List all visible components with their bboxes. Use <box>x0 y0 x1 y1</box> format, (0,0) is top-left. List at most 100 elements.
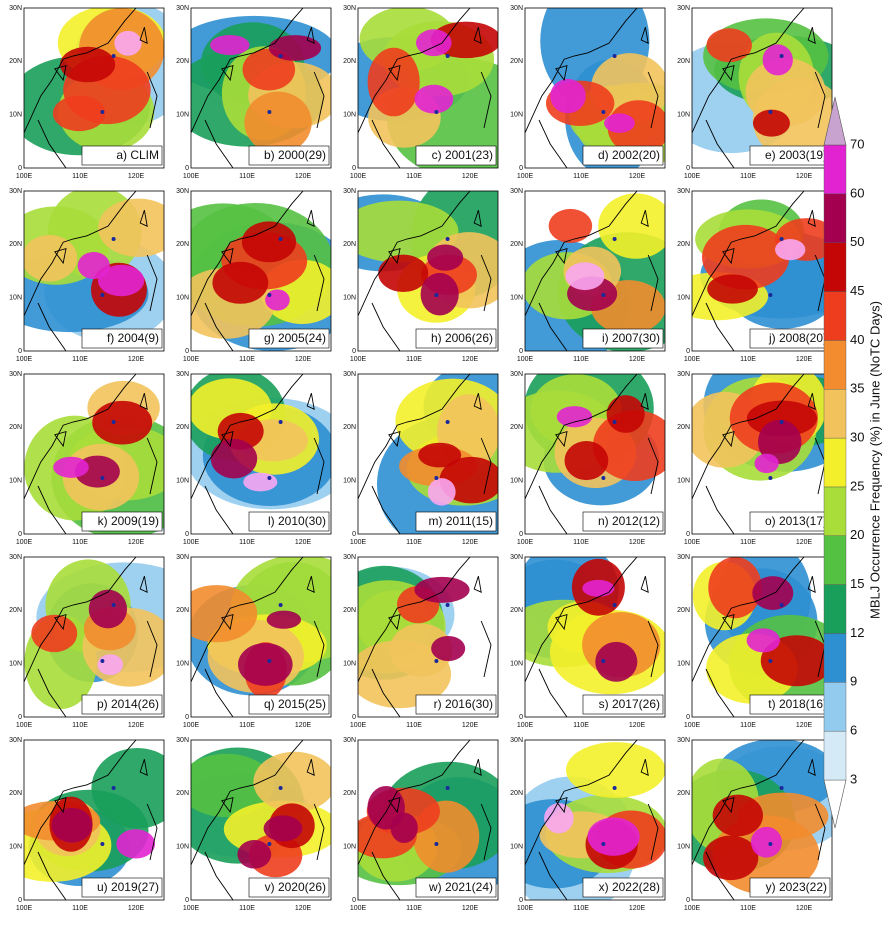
shading <box>592 410 665 481</box>
panel-label: d) 2002(20) <box>598 148 660 162</box>
frame <box>23 373 165 535</box>
map-panel <box>358 8 498 168</box>
lon-tick: 100E <box>16 905 33 912</box>
shading <box>265 289 290 311</box>
frame <box>524 556 666 718</box>
lat-tick: 10N <box>176 478 189 485</box>
colorbar-tick-label: 25 <box>850 478 864 493</box>
colorbar-segment <box>823 535 847 585</box>
shading <box>703 835 759 881</box>
colorbar-segment <box>823 340 847 390</box>
shading <box>98 198 164 257</box>
panel-label: r) 2016(30) <box>434 697 493 711</box>
shading <box>565 262 605 291</box>
marker <box>601 842 606 846</box>
marker <box>434 293 439 297</box>
lat-tick: 30N <box>343 5 356 12</box>
lon-tick: 110E <box>72 539 88 546</box>
marker <box>612 420 617 424</box>
map-panel <box>24 8 164 168</box>
coastline <box>358 374 492 534</box>
panel-label: a) CLIM <box>116 148 159 162</box>
coastline <box>525 740 659 900</box>
lon-tick: 120E <box>462 539 479 546</box>
lon-tick: 110E <box>573 173 589 180</box>
map-panel <box>358 191 498 351</box>
shading <box>210 34 250 56</box>
lat-tick: 10N <box>343 112 356 119</box>
panel-label-box <box>81 145 163 166</box>
panel-label-box <box>81 511 163 532</box>
frame <box>524 739 666 901</box>
lon-tick: 110E <box>740 539 756 546</box>
frame <box>357 7 499 169</box>
shading <box>243 472 278 492</box>
panel-label: o) 2013(17) <box>765 514 827 528</box>
shading <box>427 244 464 271</box>
shading <box>750 826 782 858</box>
lat-tick: 10N <box>343 478 356 485</box>
lon-tick: 110E <box>406 173 422 180</box>
marker <box>779 786 784 790</box>
lat-tick: 10N <box>677 661 690 668</box>
lat-tick: 20N <box>176 424 189 431</box>
lat-tick: 20N <box>677 241 690 248</box>
lat-tick: 0 <box>352 165 356 172</box>
lon-tick: 110E <box>573 905 589 912</box>
lat-tick: 10N <box>343 295 356 302</box>
shading <box>237 840 272 869</box>
lon-tick: 120E <box>629 173 646 180</box>
lat-tick: 0 <box>519 165 523 172</box>
lat-tick: 30N <box>510 188 523 195</box>
lat-tick: 10N <box>510 112 523 119</box>
shading <box>116 829 156 859</box>
shading <box>244 91 312 154</box>
shading <box>212 261 269 304</box>
lon-tick: 100E <box>684 173 701 180</box>
lat-tick: 20N <box>9 607 22 614</box>
marker <box>612 237 617 241</box>
lat-tick: 30N <box>9 554 22 561</box>
panel-label: i) 2007(30) <box>602 331 660 345</box>
shading <box>414 576 470 603</box>
marker <box>445 420 450 424</box>
lat-tick: 0 <box>185 348 189 355</box>
coastline <box>191 8 325 168</box>
lat-tick: 20N <box>176 241 189 248</box>
map-panel <box>525 191 665 351</box>
shading <box>418 442 462 468</box>
map-panel <box>525 8 665 168</box>
lon-tick: 100E <box>183 539 200 546</box>
map-panel <box>191 557 331 717</box>
lat-tick: 20N <box>677 790 690 797</box>
panel-label: c) 2001(23) <box>432 148 493 162</box>
lat-tick: 10N <box>9 844 22 851</box>
lat-tick: 30N <box>9 371 22 378</box>
coastline <box>24 374 158 534</box>
lat-tick: 10N <box>343 661 356 668</box>
shading <box>544 803 574 834</box>
coastline <box>358 8 492 168</box>
marker <box>779 420 784 424</box>
colorbar-segment <box>823 730 847 781</box>
lon-tick: 100E <box>517 722 534 729</box>
panel-label: w) 2021(24) <box>428 880 493 894</box>
lon-tick: 120E <box>128 173 145 180</box>
lat-tick: 0 <box>686 714 690 721</box>
colorbar-tick-label: 12 <box>850 625 864 640</box>
shading <box>241 221 297 263</box>
shading <box>414 84 454 114</box>
map-panel <box>692 191 832 351</box>
lat-tick: 10N <box>176 844 189 851</box>
panel-label: e) 2003(19) <box>765 148 827 162</box>
shading <box>378 254 429 293</box>
lon-tick: 120E <box>796 173 813 180</box>
lat-tick: 30N <box>677 554 690 561</box>
lat-tick: 30N <box>176 554 189 561</box>
lon-tick: 100E <box>16 722 33 729</box>
lat-tick: 30N <box>510 737 523 744</box>
lon-tick: 120E <box>295 905 312 912</box>
shading <box>737 792 829 840</box>
shading <box>712 794 764 837</box>
